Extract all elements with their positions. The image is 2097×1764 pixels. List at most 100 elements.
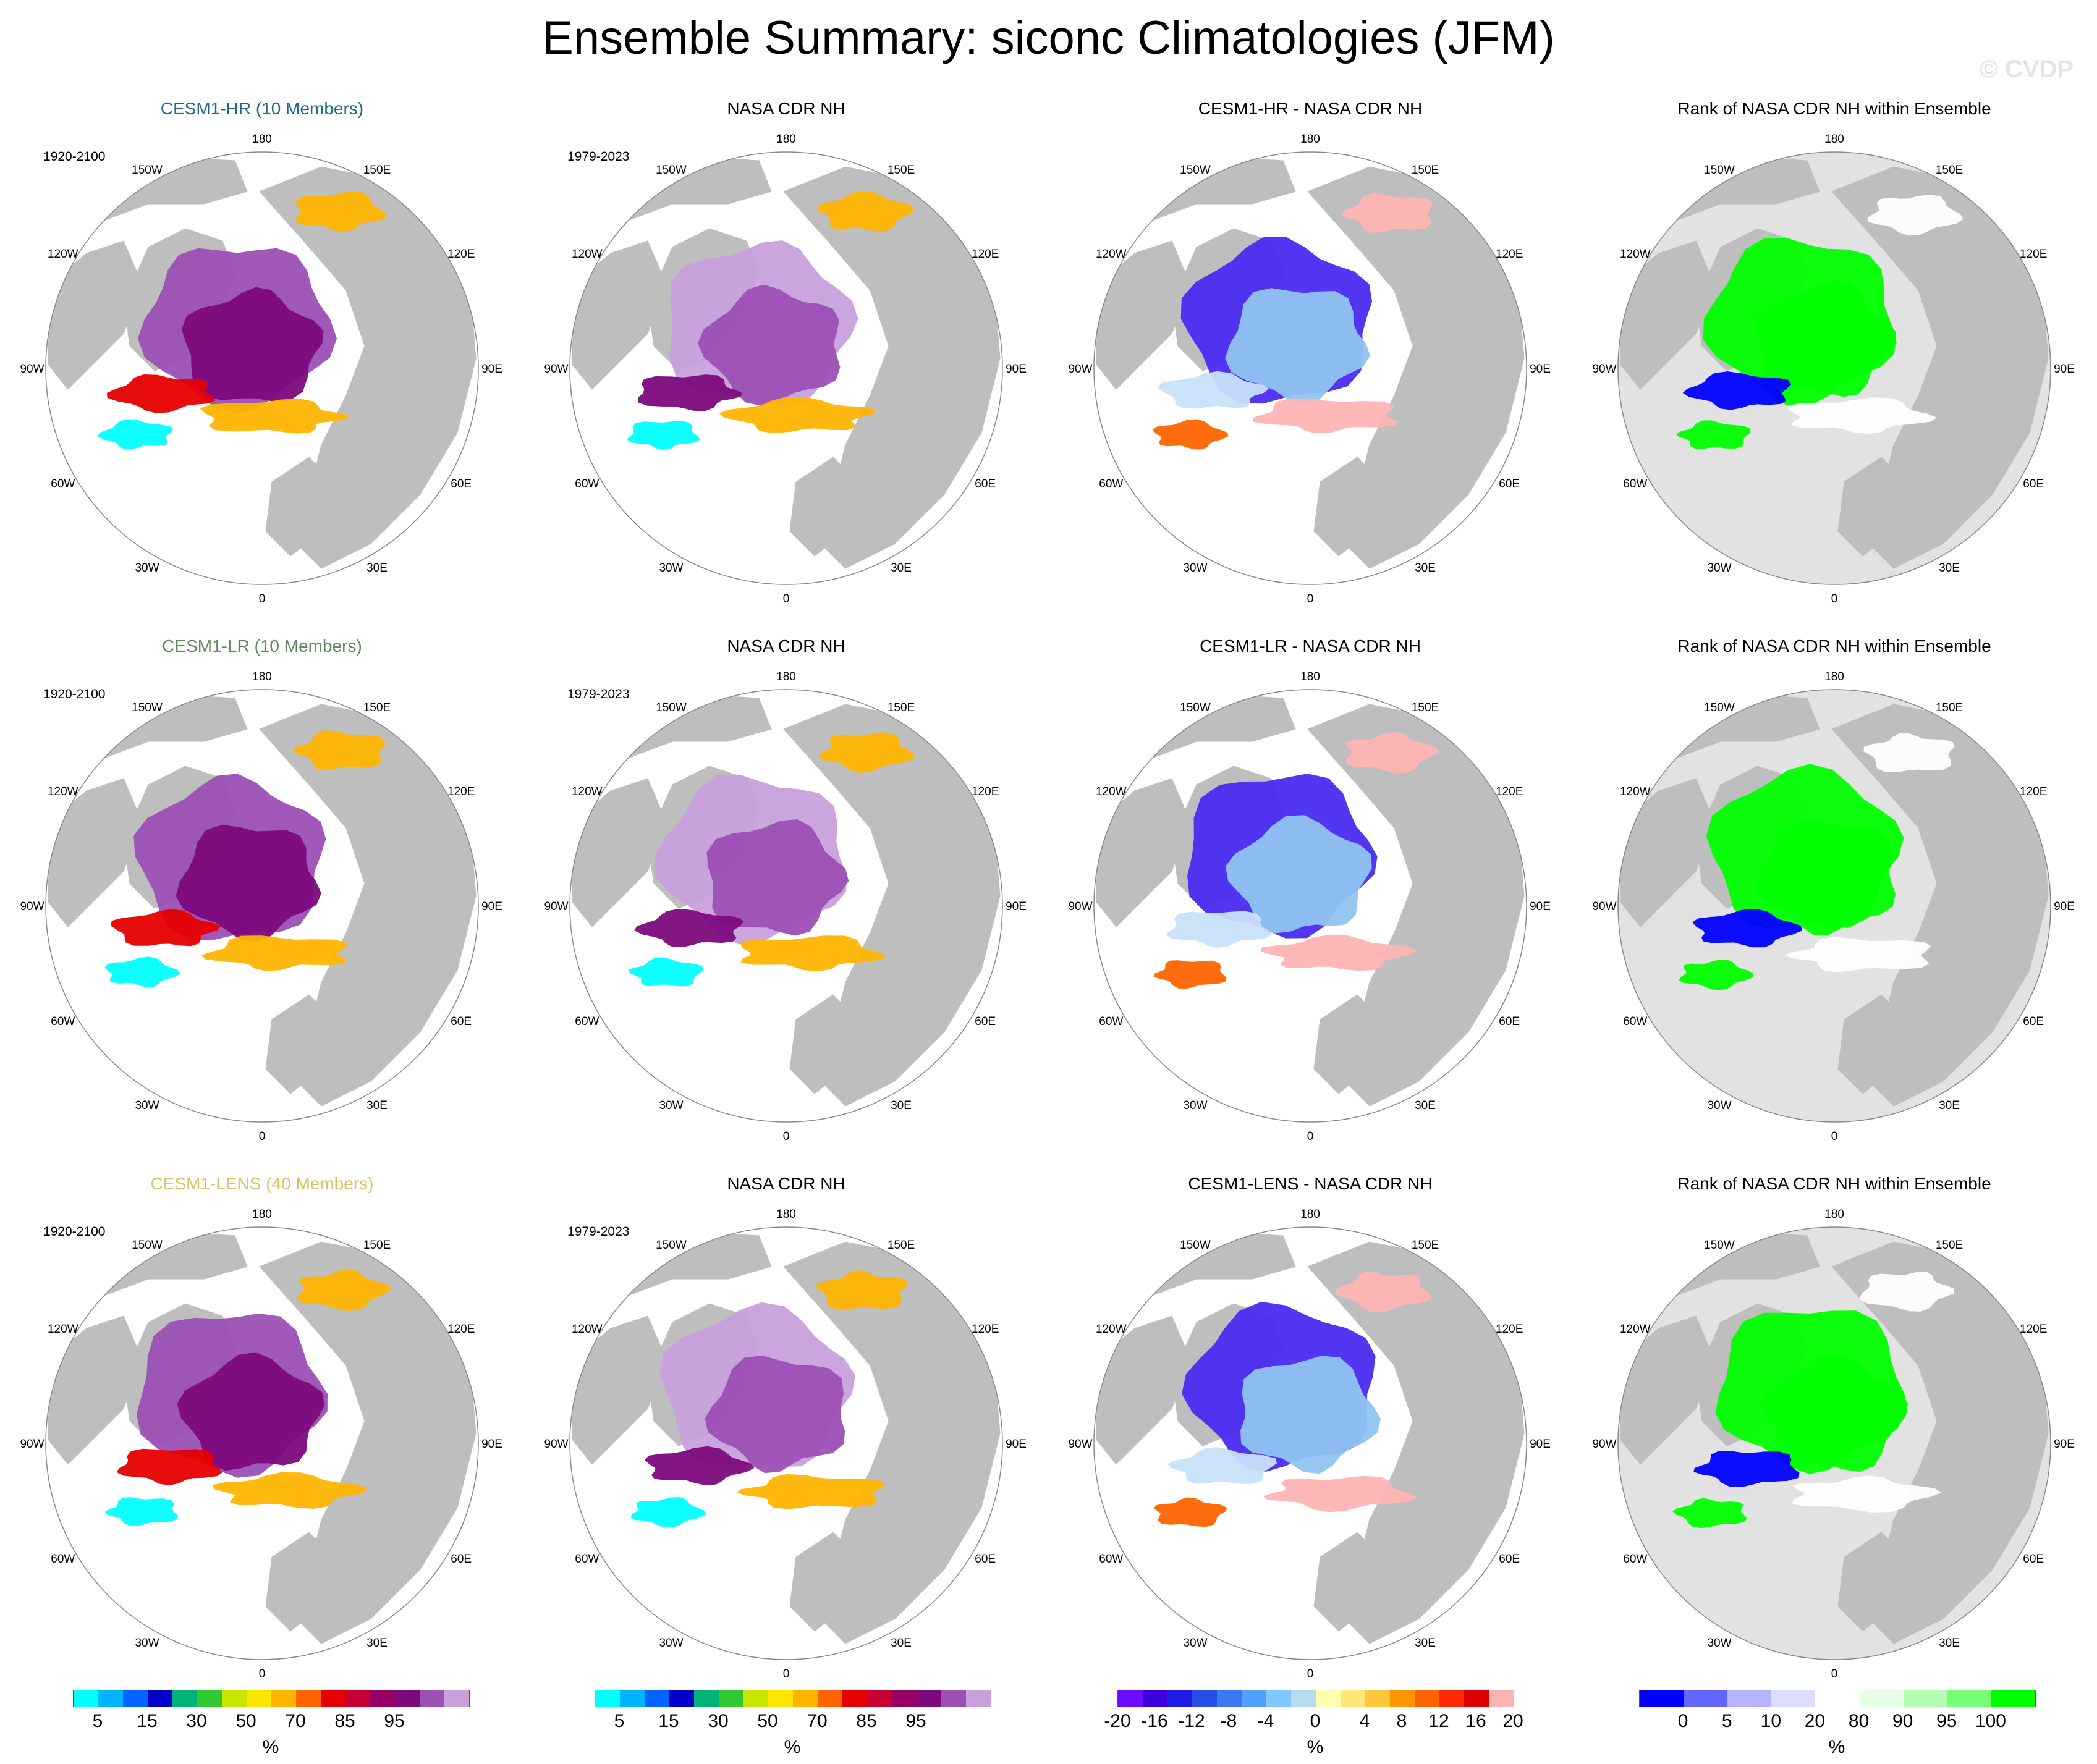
colorbar-tick-label: 5: [614, 1711, 625, 1731]
colorbar-tick-label: 100: [1975, 1711, 2006, 1731]
longitude-label: 90E: [481, 1438, 502, 1451]
colorbar-swatch: [1316, 1690, 1341, 1707]
longitude-label: 0: [783, 1130, 790, 1143]
colorbar-tick-label: 90: [1892, 1711, 1913, 1731]
longitude-label: 180: [252, 133, 272, 146]
longitude-label: 180: [1824, 133, 1844, 146]
colorbar-swatch: [1464, 1690, 1489, 1707]
colorbar-tick-label: -8: [1220, 1711, 1237, 1731]
longitude-label: 120E: [972, 785, 999, 798]
land-mass: [1313, 1532, 1383, 1632]
map-panel: CESM1-HR (10 Members) 1920-2100 180 150E 120…: [0, 99, 524, 635]
colorbar-swatch: [172, 1690, 197, 1707]
map-boundary: [569, 689, 1003, 1123]
longitude-label: 60E: [451, 478, 472, 491]
longitude-label: 30W: [135, 562, 159, 575]
land-mass: [265, 1532, 334, 1632]
longitude-label: 120W: [1620, 248, 1651, 261]
polar-map: 180 150E 120E 90E 60E 30E 0 30W 60W 90W 120W 150W: [1068, 670, 1550, 1143]
colorbar-swatch: [793, 1690, 818, 1707]
colorbar-swatches: [1117, 1690, 1514, 1707]
sea-ice-region: [1755, 819, 1896, 935]
longitude-label: 30W: [1183, 1637, 1207, 1650]
longitude-label: 30E: [1415, 562, 1436, 575]
sea-ice-region: [297, 1269, 392, 1312]
longitude-label: 30W: [135, 1637, 159, 1650]
longitude-label: 60E: [2023, 1015, 2044, 1028]
colorbar-swatch: [768, 1690, 793, 1707]
colorbar-tick-label: 15: [658, 1711, 679, 1731]
polar-map: 180 150E 120E 90E 60E 30E 0 30W 60W 90W 120W 150W: [20, 133, 502, 606]
colorbar-tick-label: 10: [1760, 1711, 1782, 1731]
sea-ice-region: [1784, 937, 1931, 973]
longitude-label: 150W: [656, 1239, 687, 1252]
colorbar-swatch: [420, 1690, 444, 1707]
colorbar-swatch: [222, 1690, 247, 1707]
sea-ice-region: [177, 1352, 325, 1471]
longitude-label: 60E: [2023, 1553, 2044, 1566]
sea-ice-region: [1252, 398, 1397, 434]
longitude-label: 30E: [891, 562, 912, 575]
map-boundary: [45, 1226, 479, 1660]
colorbar-tick-label: 20: [1804, 1711, 1826, 1731]
colorbar-swatch: [1415, 1690, 1439, 1707]
longitude-label: 180: [1824, 1208, 1844, 1221]
colorbar-swatch: [345, 1690, 370, 1707]
longitude-label: 120E: [447, 248, 475, 261]
land-mass: [789, 457, 858, 557]
longitude-label: 0: [259, 593, 266, 606]
polar-map: 180 150E 120E 90E 60E 30E 0 30W 60W 90W 120W 150W: [1592, 1208, 2074, 1681]
colorbar-swatch: [595, 1690, 620, 1707]
panel-period: 1920-2100: [43, 687, 106, 701]
colorbar-swatch: [1903, 1690, 1947, 1707]
sea-ice-region: [1346, 732, 1439, 774]
colorbar-swatch: [98, 1690, 123, 1707]
sea-ice-region: [1166, 911, 1273, 948]
colorbar: 5 15 30 50 70 85 95%: [73, 1690, 470, 1764]
polar-map: 180 150E 120E 90E 60E 30E 0 30W 60W 90W 120W 150W: [1068, 1208, 1550, 1681]
panel-title: CESM1-HR - NASA CDR NH: [1198, 99, 1423, 118]
colorbar-swatch: [743, 1690, 768, 1707]
sea-ice-region: [1225, 288, 1370, 405]
colorbar-tick-label: 0: [1310, 1711, 1321, 1731]
longitude-label: 120E: [2020, 248, 2047, 261]
panel-title: NASA CDR NH: [727, 1174, 845, 1193]
sea-ice-region: [1693, 1451, 1800, 1487]
colorbar-tick-label: 4: [1359, 1711, 1370, 1731]
longitude-label: 90E: [1006, 363, 1027, 376]
colorbar-swatch: [321, 1690, 345, 1707]
colorbar-tick-label: 50: [235, 1711, 256, 1731]
longitude-label: 30W: [659, 1099, 683, 1112]
longitude-label: 60W: [1623, 1553, 1647, 1566]
polar-map: 180 150E 120E 90E 60E 30E 0 30W 60W 90W 120W 150W: [544, 133, 1027, 606]
sea-ice-region: [816, 1270, 909, 1310]
colorbar-swatch: [719, 1690, 743, 1707]
longitude-label: 30W: [1707, 562, 1731, 575]
sea-ice-region: [1263, 1475, 1418, 1513]
colorbar-swatch: [917, 1690, 941, 1707]
longitude-label: 30W: [135, 1099, 159, 1112]
colorbar-swatch: [645, 1690, 669, 1707]
sea-ice-region: [1341, 193, 1433, 234]
map-boundary: [1617, 1226, 2051, 1660]
sea-ice-region: [1692, 908, 1802, 948]
longitude-label: 90E: [2054, 363, 2075, 376]
panel-title: Rank of NASA CDR NH within Ensemble: [1677, 636, 1991, 656]
longitude-label: 120W: [1620, 1323, 1651, 1336]
longitude-label: 150E: [1412, 701, 1439, 714]
sea-ice-region: [98, 419, 173, 450]
longitude-label: 0: [259, 1668, 266, 1681]
longitude-label: 60W: [575, 478, 599, 491]
longitude-label: 0: [259, 1130, 266, 1143]
map-panel: CESM1-LENS - NASA CDR NH 180 150E 120E 90E 60…: [1048, 1174, 1572, 1710]
colorbar-swatch: [694, 1690, 719, 1707]
sea-ice-region: [645, 1446, 755, 1485]
panel-title: CESM1-LR (10 Members): [162, 636, 362, 656]
colorbar-swatch: [842, 1690, 867, 1707]
colorbar-unit: %: [262, 1737, 279, 1757]
land-mass: [265, 457, 334, 557]
colorbar-swatch: [247, 1690, 271, 1707]
sea-ice-region: [705, 1356, 845, 1474]
longitude-label: 30E: [1939, 1099, 1960, 1112]
longitude-label: 120E: [447, 1323, 475, 1336]
